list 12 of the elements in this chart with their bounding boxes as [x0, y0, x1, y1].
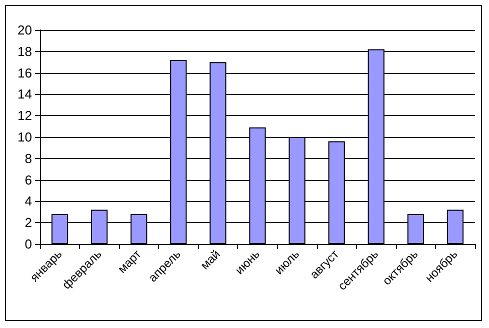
y-tick-label: 12 — [18, 108, 32, 124]
y-tick-label: 6 — [24, 172, 32, 188]
y-tick-label: 14 — [18, 86, 32, 102]
y-tick-label: 20 — [18, 22, 32, 38]
y-tick-label: 2 — [24, 215, 32, 230]
y-tick-label: 8 — [24, 150, 32, 166]
y-tick-label: 16 — [18, 65, 32, 80]
y-tick-label: 4 — [24, 194, 32, 209]
y-tick-label: 0 — [24, 236, 32, 252]
y-tick-label: 10 — [18, 130, 32, 144]
y-tick-label: 18 — [18, 44, 32, 59]
x-tick-label: май — [198, 247, 223, 272]
